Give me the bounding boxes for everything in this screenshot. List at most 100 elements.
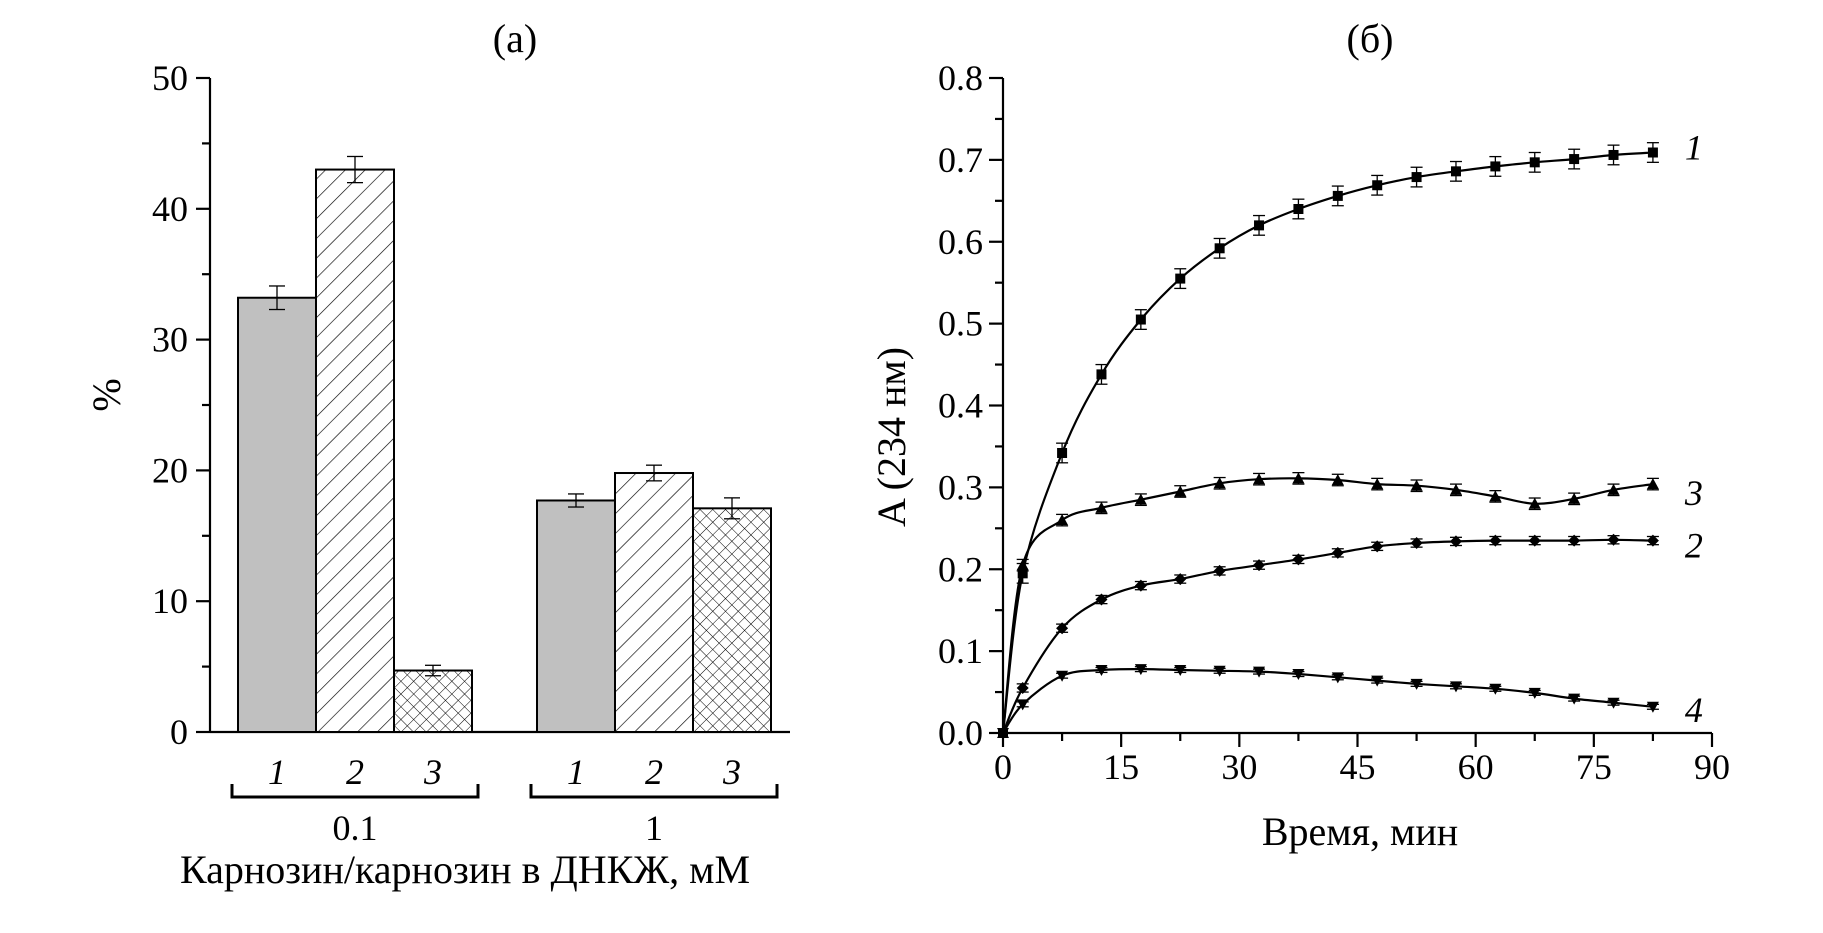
panel-b-y-tick-label: 0.1 [938,631,983,671]
triangle-down-marker [1095,664,1108,676]
square-marker [1450,166,1461,177]
panel-b-y-tick-label: 0.8 [938,58,983,98]
panel-b-axes: 0.0 0.1 0.2 0.3 0.4 0.5 0.6 0.7 0.8 0 15 30 45 60 75 90 [938,58,1730,787]
square-marker [1254,220,1265,231]
panel-a-y-axis-label: % [84,378,129,411]
triangle-down-marker [1331,672,1344,684]
triangle-down-marker [1292,669,1305,681]
bar-group2-1 [536,499,616,734]
group-label: 1 [645,808,663,848]
triangle-up-marker [1646,478,1659,490]
square-marker [1608,149,1619,160]
square-marker [1214,243,1225,254]
panel-b-x-tick-label: 45 [1340,747,1376,787]
triangle-up-marker [1056,514,1069,526]
panel-b-x-axis-label: Время, мин [1262,809,1458,854]
bar-group1-1 [237,296,317,733]
diamond-marker [1056,622,1069,635]
panel-b-x-tick-label: 90 [1694,747,1730,787]
panel-b-x-tick-label: 30 [1221,747,1257,787]
panel-b-y-tick-label: 0.0 [938,713,983,753]
diamond-marker [1607,533,1620,546]
triangle-down-marker [1449,681,1462,693]
diamond-marker [1292,553,1305,566]
triangle-up-marker [1134,493,1147,505]
triangle-down-marker [1410,678,1423,690]
panel-b-y-tick-label: 0.7 [938,140,983,180]
panel-a-title: (а) [493,16,537,61]
group-bracket [230,784,480,799]
panel-a-y-tick-label: 30 [152,320,188,360]
panel-b-y-axis-label: A (234 нм) [869,347,914,527]
panel-b-x-tick-label: 60 [1458,747,1494,787]
panel-a-y-tick-label: 0 [170,712,188,752]
square-marker [1293,204,1304,214]
panel-b-title: (б) [1347,16,1394,61]
triangle-down-marker [1646,701,1659,713]
series-3: 3 [997,471,1703,738]
panel-a-y-tick-label: 20 [152,450,188,490]
series-4: 4 [997,664,1703,739]
panel-a-y-tick-label: 50 [152,58,188,98]
panel-a: (а) % Карнозин/карнозин в ДНКЖ, мМ 01020… [84,16,790,892]
triangle-up-marker [1253,473,1266,485]
triangle-up-marker [1410,479,1423,491]
bar-number-label: 3 [423,752,442,792]
triangle-up-marker [1174,485,1187,497]
diamond-marker [1371,540,1384,553]
diamond-marker [1646,534,1659,547]
square-marker [1096,369,1107,380]
panel-b-y-tick-label: 0.2 [938,549,983,589]
bar-number-label: 1 [268,752,286,792]
triangle-down-marker [1607,697,1620,709]
bar-number-label: 1 [567,752,585,792]
triangle-down-marker [1213,665,1226,677]
triangle-up-marker [1371,478,1384,490]
series-1-line [1001,151,1653,734]
series-1-label: 1 [1685,128,1703,168]
triangle-up-marker [1331,474,1344,486]
square-marker [1372,180,1383,191]
triangle-down-marker [1056,670,1069,682]
panel-a-axes: 0 10 20 30 40 50 [152,58,790,752]
triangle-down-marker [1253,666,1266,678]
triangle-up-marker [1607,483,1620,495]
series-2-line [1001,538,1653,734]
panel-b-y-tick-label: 0.5 [938,304,983,344]
diamond-marker [1134,579,1147,592]
panel-b-x-tick-label: 0 [994,747,1012,787]
series-4-line [1002,667,1654,734]
triangle-down-marker [1371,675,1384,687]
diamond-marker [1410,537,1423,550]
diamond-marker [1568,534,1581,547]
square-marker [1647,147,1658,158]
triangle-up-marker [1568,492,1581,504]
diamond-marker [1489,534,1502,547]
square-marker [1017,568,1028,579]
triangle-down-marker [1174,664,1187,676]
triangle-down-marker [1568,693,1581,705]
series-2: 2 [997,526,1703,739]
panel-a-y-tick-label: 40 [152,189,188,229]
triangle-up-marker [1292,472,1305,484]
bar-group1-3 [393,669,473,733]
triangle-up-marker [1095,501,1108,513]
square-marker [1411,172,1422,183]
bar-group1-2 [315,168,395,733]
panel-b-series: 1 2 3 4 [997,128,1703,739]
panel-b-y-tick-label: 0.3 [938,467,983,507]
group-label: 0.1 [333,808,378,848]
bar-group2-2 [614,472,694,733]
square-marker [1175,273,1186,284]
square-marker [1057,447,1068,458]
panel-a-y-tick-label: 10 [152,581,188,621]
series-3-label: 3 [1684,473,1703,513]
diamond-marker [1253,559,1266,572]
diamond-marker [1449,535,1462,548]
bar-group2-3 [692,507,772,733]
series-1: 1 [998,128,1703,738]
square-marker [1529,157,1540,168]
panel-b-y-tick-label: 0.6 [938,222,983,262]
triangle-up-marker [1489,490,1502,502]
